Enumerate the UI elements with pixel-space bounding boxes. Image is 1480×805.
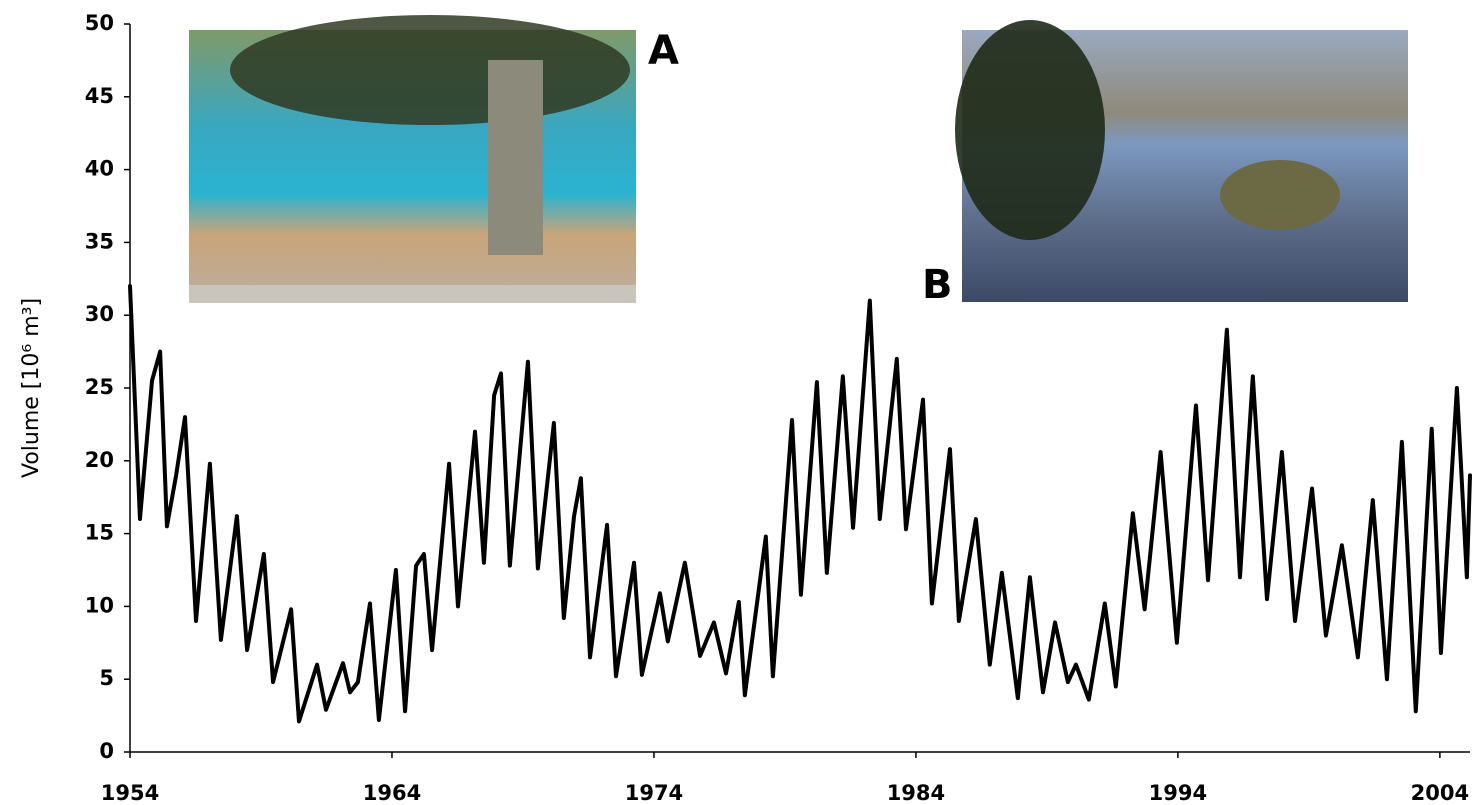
x-tick-label: 1984 [887, 781, 945, 805]
y-tick-label: 5 [99, 666, 114, 690]
y-tick-label: 25 [85, 375, 114, 399]
y-tick-label: 50 [85, 11, 114, 35]
y-axis-label: Volume [10⁶ m³] [19, 298, 44, 478]
y-tick-label: 45 [85, 84, 114, 108]
y-tick-label: 0 [99, 739, 114, 763]
series-line [128, 284, 1472, 724]
y-tick-label: 35 [85, 229, 114, 253]
y-tick-label: 30 [85, 302, 114, 326]
x-tick-label: 1974 [625, 781, 683, 805]
x-tick-label: 2004 [1411, 781, 1469, 805]
photo-b [955, 20, 1408, 302]
x-tick-label: 1964 [363, 781, 421, 805]
y-tick-label: 10 [85, 593, 114, 617]
annotation: B [922, 262, 953, 308]
annotation: A [648, 28, 679, 74]
x-tick-label: 1954 [101, 781, 159, 805]
y-tick-label: 15 [85, 521, 114, 545]
photo-a [189, 15, 636, 303]
x-tick-label: 1994 [1149, 781, 1207, 805]
y-tick-label: 40 [85, 157, 114, 181]
y-tick-label: 20 [85, 448, 114, 472]
